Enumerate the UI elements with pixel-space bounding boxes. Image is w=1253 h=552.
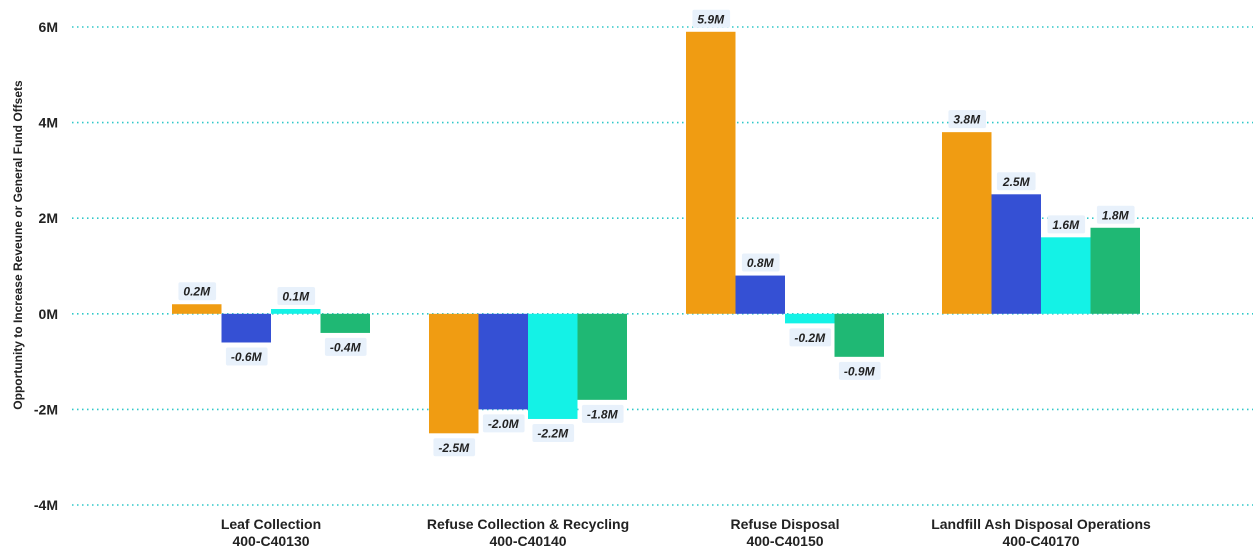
category-code: 400-C40170 [1002,533,1079,549]
bar [320,313,370,333]
data-label: 0.1M [277,287,316,306]
data-label: 0.2M [178,282,217,301]
category-code: 400-C40150 [746,533,823,549]
data-label-text: -1.8M [587,407,619,421]
bar [1041,237,1091,314]
category-code: 400-C40130 [232,533,309,549]
data-label-text: -0.2M [794,331,826,345]
bar [271,309,321,314]
data-label-background [838,361,881,380]
data-label: -0.9M [838,361,881,380]
data-label-background [225,347,268,366]
data-label-text: 0.1M [282,290,310,304]
data-label-text: 1.8M [1102,208,1130,222]
data-label-background [178,282,217,301]
bar [528,313,578,419]
data-label: 1.6M [1047,215,1086,234]
data-label: -2.2M [532,423,575,442]
data-labels: 0.2M -0.6M 0.1M -0.4M -2.5M -2.0M -2.2M -1.8M 5.… [178,9,1135,457]
category-label: Leaf Collection [221,516,321,532]
y-tick-label: 4M [39,115,58,131]
bar [785,313,835,324]
data-label-text: -0.6M [231,350,263,364]
category-label: Landfill Ash Disposal Operations [931,516,1151,532]
data-label: -0.4M [324,337,367,356]
data-label-background [324,337,367,356]
data-label-background [1047,215,1086,234]
y-tick-label: -2M [34,401,58,417]
data-label: -2.0M [482,414,525,433]
bar [686,31,736,314]
data-label-background [433,438,476,457]
y-tick-label: 2M [39,210,58,226]
data-label-background [277,287,316,306]
bar [478,313,528,410]
category-label: Refuse Collection & Recycling [427,516,629,532]
data-label: 0.8M [741,253,780,272]
data-label: -0.6M [225,347,268,366]
data-label-text: -2.5M [438,441,470,455]
data-label-background [741,253,780,272]
data-label: 2.5M [996,172,1036,191]
bar [991,194,1041,314]
y-axis-ticks: -4M -2M 0M 2M 4M 6M [34,19,58,513]
data-label-text: 0.2M [183,285,211,299]
bar [942,132,992,314]
bar [577,313,627,400]
data-label-text: 0.8M [747,256,775,270]
data-label-text: 2.5M [1002,175,1031,189]
data-label: 5.9M [692,9,731,28]
data-label-background [1096,205,1135,224]
y-tick-label: 0M [39,306,58,322]
data-label-background [532,423,575,442]
data-label-background [789,328,832,347]
data-label-text: 3.8M [953,113,981,127]
data-label-background [692,9,731,28]
data-label-text: 5.9M [697,12,725,26]
data-label: 1.8M [1096,205,1135,224]
data-label-text: -2.0M [488,417,520,431]
data-label-text: -0.4M [330,340,362,354]
category-code: 400-C40140 [489,533,566,549]
bar [172,304,222,314]
bar [834,313,884,357]
data-label-text: -2.2M [537,426,569,440]
data-label-text: 1.6M [1052,218,1080,232]
y-tick-label: -4M [34,497,58,513]
bar [221,313,271,343]
y-tick-label: 6M [39,19,58,35]
data-label: -0.2M [789,328,832,347]
data-label-background [948,110,987,129]
data-label-background [581,404,624,423]
bar [735,275,785,314]
gridlines [72,26,1253,506]
y-axis-title: Opportunity to Increase Reveune or Gener… [11,80,25,410]
bar [429,313,479,434]
data-label-background [996,172,1036,191]
data-label: -1.8M [581,404,624,423]
data-label: -2.5M [433,438,476,457]
data-label-text: -0.9M [844,364,876,378]
bar [1090,227,1140,314]
data-label-background [482,414,525,433]
bars [172,31,1140,434]
category-label: Refuse Disposal [731,516,840,532]
data-label: 3.8M [948,110,987,129]
